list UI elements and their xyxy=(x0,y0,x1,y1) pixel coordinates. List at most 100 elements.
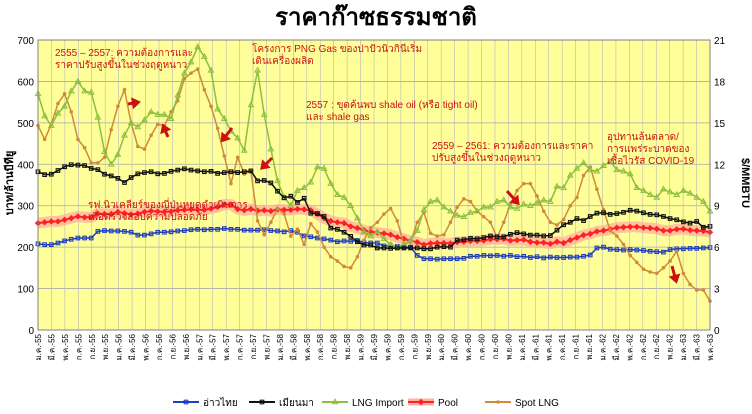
data-point xyxy=(573,164,581,171)
plot-border xyxy=(37,39,711,331)
data-point xyxy=(520,236,527,243)
x-tick-label: พ.ย.-58 xyxy=(343,333,352,360)
data-point xyxy=(62,164,67,170)
data-point xyxy=(108,173,114,179)
data-point xyxy=(348,266,353,270)
data-point xyxy=(340,193,348,200)
data-point xyxy=(308,221,313,226)
data-point xyxy=(600,161,608,168)
annotation-text: 2557 : ขุดค้นพบ shale oil (หรือ tight oi… xyxy=(306,99,478,123)
data-point xyxy=(107,210,115,218)
x-tick-label: ก.ค.-61 xyxy=(558,333,567,360)
data-point xyxy=(188,167,194,173)
data-point xyxy=(234,205,241,213)
data-point xyxy=(147,207,155,215)
annotation: 2559 – 2561: ความต้องการและราคาปรับสูงขึ… xyxy=(432,140,593,206)
x-tick-label: ก.ค.-55 xyxy=(74,333,83,360)
annotation-text: 2555 – 2557: ความต้องการและราคาปรับสูงขึ… xyxy=(55,47,193,71)
data-point xyxy=(128,175,134,180)
data-point xyxy=(561,222,566,228)
data-point xyxy=(94,210,102,217)
data-point xyxy=(136,144,140,149)
y-right-tick-label: 21 xyxy=(714,36,726,47)
data-point xyxy=(207,205,215,212)
data-point xyxy=(274,177,281,184)
data-point xyxy=(601,244,606,250)
data-point xyxy=(280,206,288,214)
data-point xyxy=(254,66,262,73)
x-tick-label: พ.ย.-62 xyxy=(666,333,675,360)
data-point xyxy=(434,256,440,262)
x-tick-label: ม.ค.-55 xyxy=(34,333,43,360)
annotation-line: และ shale gas xyxy=(306,112,370,123)
x-tick-label: พ.ค.-62 xyxy=(625,333,634,360)
x-tick-label: มี.ค.-55 xyxy=(47,333,56,360)
data-point xyxy=(634,247,640,253)
data-point xyxy=(248,227,254,233)
annotation-line: 2559 – 2561: ความต้องการและราคา xyxy=(432,140,593,152)
data-point xyxy=(109,127,113,132)
data-point xyxy=(561,255,566,260)
data-point xyxy=(686,189,694,196)
data-point xyxy=(380,235,388,242)
data-point xyxy=(41,112,49,119)
data-point xyxy=(686,226,694,234)
data-point xyxy=(374,245,380,251)
legend-label: Spot LNG xyxy=(515,398,559,409)
data-point xyxy=(508,231,513,237)
data-point xyxy=(381,245,387,251)
legend-item: Pool xyxy=(408,398,458,409)
annotations: 2555 – 2557: ความต้องการและราคาปรับสูงขึ… xyxy=(55,41,695,284)
data-point xyxy=(488,233,493,239)
data-point xyxy=(541,209,546,214)
data-point xyxy=(687,246,693,251)
data-point xyxy=(521,231,527,237)
y-left-tick-label: 100 xyxy=(17,285,34,296)
data-point xyxy=(168,229,174,235)
data-point xyxy=(180,69,188,76)
data-point xyxy=(327,217,334,225)
data-point xyxy=(486,203,494,210)
data-point xyxy=(355,239,360,245)
data-point xyxy=(108,228,114,234)
data-point xyxy=(566,171,574,178)
data-point xyxy=(428,256,433,262)
data-point xyxy=(626,170,634,177)
data-point xyxy=(641,210,646,216)
data-point xyxy=(335,226,340,232)
data-point xyxy=(574,216,580,221)
data-point xyxy=(654,212,660,218)
data-point xyxy=(540,196,548,203)
data-point xyxy=(122,180,127,185)
data-point xyxy=(56,101,60,106)
data-point xyxy=(521,181,526,186)
data-point xyxy=(194,43,202,50)
data-point xyxy=(420,241,428,248)
data-point xyxy=(440,203,448,210)
data-point xyxy=(560,183,568,191)
data-point xyxy=(394,234,401,241)
data-point xyxy=(661,266,666,270)
data-point xyxy=(182,228,187,233)
annotation-arrowhead xyxy=(509,194,520,206)
data-point xyxy=(214,105,222,112)
data-point xyxy=(107,160,115,167)
data-point xyxy=(694,219,700,224)
data-point xyxy=(234,134,242,141)
data-point xyxy=(135,232,141,238)
data-point xyxy=(434,244,440,250)
x-tick-label: พ.ค.-63 xyxy=(706,333,715,360)
data-point xyxy=(88,166,94,171)
data-point xyxy=(287,206,295,214)
data-point xyxy=(508,253,513,258)
data-point xyxy=(401,245,407,251)
data-point xyxy=(82,235,87,241)
data-point xyxy=(183,399,189,405)
data-point xyxy=(567,219,573,225)
x-tick-label: พ.ย.-55 xyxy=(101,333,110,360)
data-point xyxy=(54,109,62,116)
data-point xyxy=(102,228,107,233)
data-point xyxy=(201,169,207,175)
data-point xyxy=(281,195,287,201)
legend-label: อ่าวไทย xyxy=(203,397,238,409)
